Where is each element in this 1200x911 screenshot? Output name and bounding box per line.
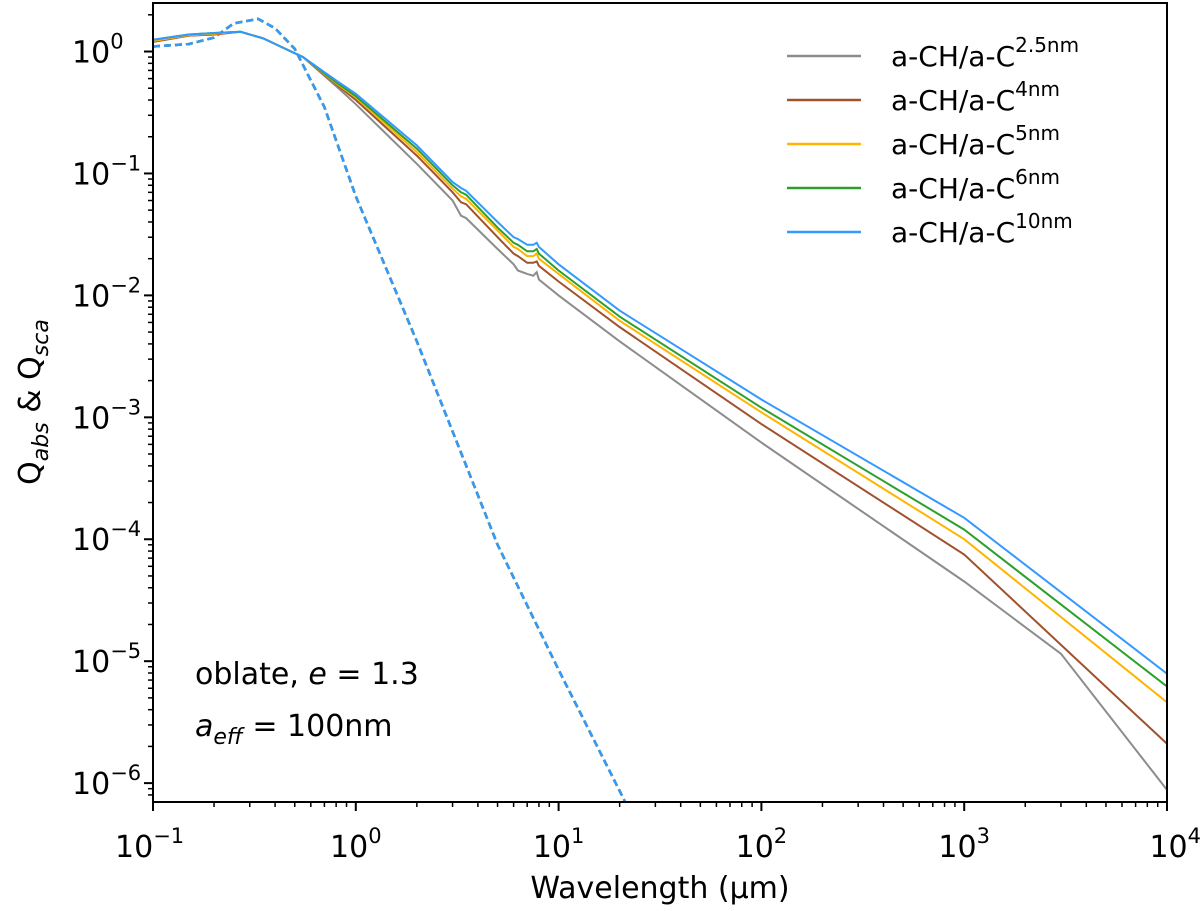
annotation-line-1: oblate, e = 1.3: [195, 657, 419, 692]
x-tick-label: 101: [533, 824, 585, 865]
y-tick-label: 10−3: [72, 395, 141, 436]
series-4-scattering-line: [153, 17, 627, 802]
x-tick-label: 102: [736, 824, 788, 865]
x-tick-label: 103: [938, 824, 990, 865]
legend-entry: a-CH/a-C5nm: [787, 121, 1060, 161]
legend-label: a-CH/a-C5nm: [891, 121, 1060, 161]
legend-label: a-CH/a-C10nm: [891, 209, 1073, 249]
x-tick-label: 104: [1149, 824, 1200, 865]
axis-layer: 10−1 100 101 102 103 104 100 10−1 10−2 10−3 10−4 10…: [72, 14, 1200, 865]
legend-entry: a-CH/a-C6nm: [787, 165, 1060, 205]
series-4-absorption-line: [153, 30, 1167, 675]
y-tick-label: 10−5: [72, 639, 141, 680]
legend-entry: a-CH/a-C4nm: [787, 77, 1060, 117]
legend: a-CH/a-C2.5nma-CH/a-C4nma-CH/a-C5nma-CH/…: [787, 33, 1079, 249]
y-tick-label: 10−6: [72, 761, 141, 802]
plot-frame: [152, 2, 1168, 803]
legend-label: a-CH/a-C6nm: [891, 165, 1060, 205]
x-tick-label: 10−1: [115, 824, 184, 865]
series-layer: [153, 17, 1167, 802]
y-tick-label: 10−1: [72, 151, 141, 192]
legend-entry: a-CH/a-C2.5nm: [787, 33, 1079, 73]
legend-label: a-CH/a-C4nm: [891, 77, 1060, 117]
y-tick-label: 100: [72, 30, 124, 71]
y-tick-label: 10−4: [72, 517, 141, 558]
x-axis-title: Wavelength (μm): [530, 871, 789, 906]
x-tick-label: 100: [330, 824, 382, 865]
legend-entry: a-CH/a-C10nm: [787, 209, 1073, 249]
annotation-line-2: aeff = 100nm: [195, 709, 393, 750]
legend-label: a-CH/a-C2.5nm: [891, 33, 1079, 73]
y-tick-label: 10−2: [72, 273, 141, 314]
y-axis-title: Qabs & Qsca: [13, 319, 54, 485]
